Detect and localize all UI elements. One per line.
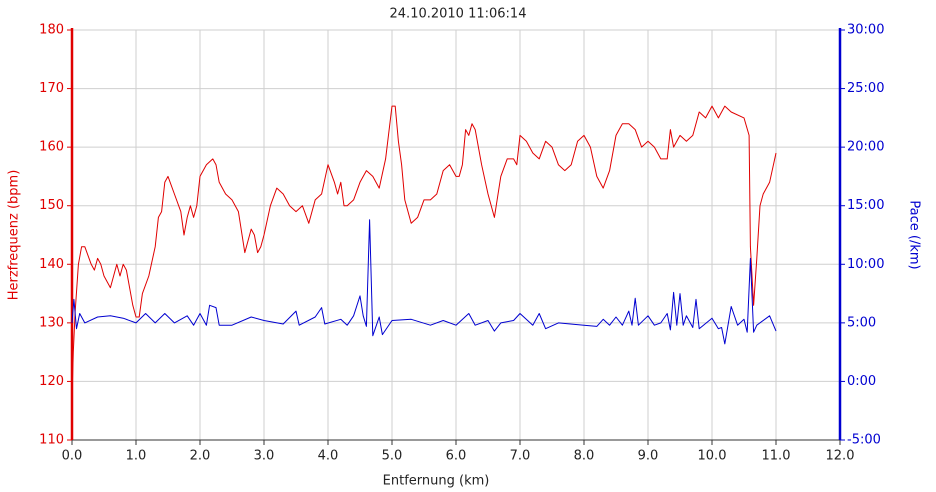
x-tick-label: 3.0 bbox=[254, 449, 275, 464]
y2-tick-label: 25:00 bbox=[847, 81, 884, 96]
y-tick-label: 130 bbox=[39, 315, 64, 330]
chart-title: 24.10.2010 11:06:14 bbox=[390, 7, 527, 22]
y-tick-label: 120 bbox=[39, 374, 64, 389]
x-tick-label: 2.0 bbox=[190, 449, 211, 464]
y-tick-label: 170 bbox=[39, 81, 64, 96]
y2-tick-label: 15:00 bbox=[847, 198, 884, 213]
y2-tick-label: 5:00 bbox=[847, 315, 876, 330]
y2-axis-label: Pace (/km) bbox=[907, 200, 922, 269]
x-tick-label: 11.0 bbox=[762, 449, 791, 464]
y-tick-label: 150 bbox=[39, 198, 64, 213]
y2-tick-label: 20:00 bbox=[847, 140, 884, 155]
y-axis-label: Herzfrequenz (bpm) bbox=[7, 170, 22, 301]
x-tick-label: 0.0 bbox=[62, 449, 83, 464]
y-tick-label: 180 bbox=[39, 23, 64, 38]
y2-tick-label: -5:00 bbox=[847, 433, 881, 448]
y2-tick-label: 30:00 bbox=[847, 23, 884, 38]
x-tick-label: 12.0 bbox=[826, 449, 855, 464]
y2-tick-label: 0:00 bbox=[847, 374, 876, 389]
x-axis-label: Entfernung (km) bbox=[383, 474, 490, 489]
x-tick-label: 9.0 bbox=[638, 449, 659, 464]
x-tick-label: 8.0 bbox=[574, 449, 595, 464]
line bbox=[71, 219, 777, 345]
x-tick-label: 6.0 bbox=[446, 449, 467, 464]
x-tick-label: 1.0 bbox=[126, 449, 147, 464]
x-tick-label: 5.0 bbox=[382, 449, 403, 464]
y-tick-label: 160 bbox=[39, 140, 64, 155]
line bbox=[71, 105, 777, 400]
x-tick-label: 10.0 bbox=[698, 449, 727, 464]
y-tick-label: 110 bbox=[39, 433, 64, 448]
x-tick-label: 4.0 bbox=[318, 449, 339, 464]
y-tick-label: 140 bbox=[39, 257, 64, 272]
y2-tick-label: 10:00 bbox=[847, 257, 884, 272]
x-tick-label: 7.0 bbox=[510, 449, 531, 464]
